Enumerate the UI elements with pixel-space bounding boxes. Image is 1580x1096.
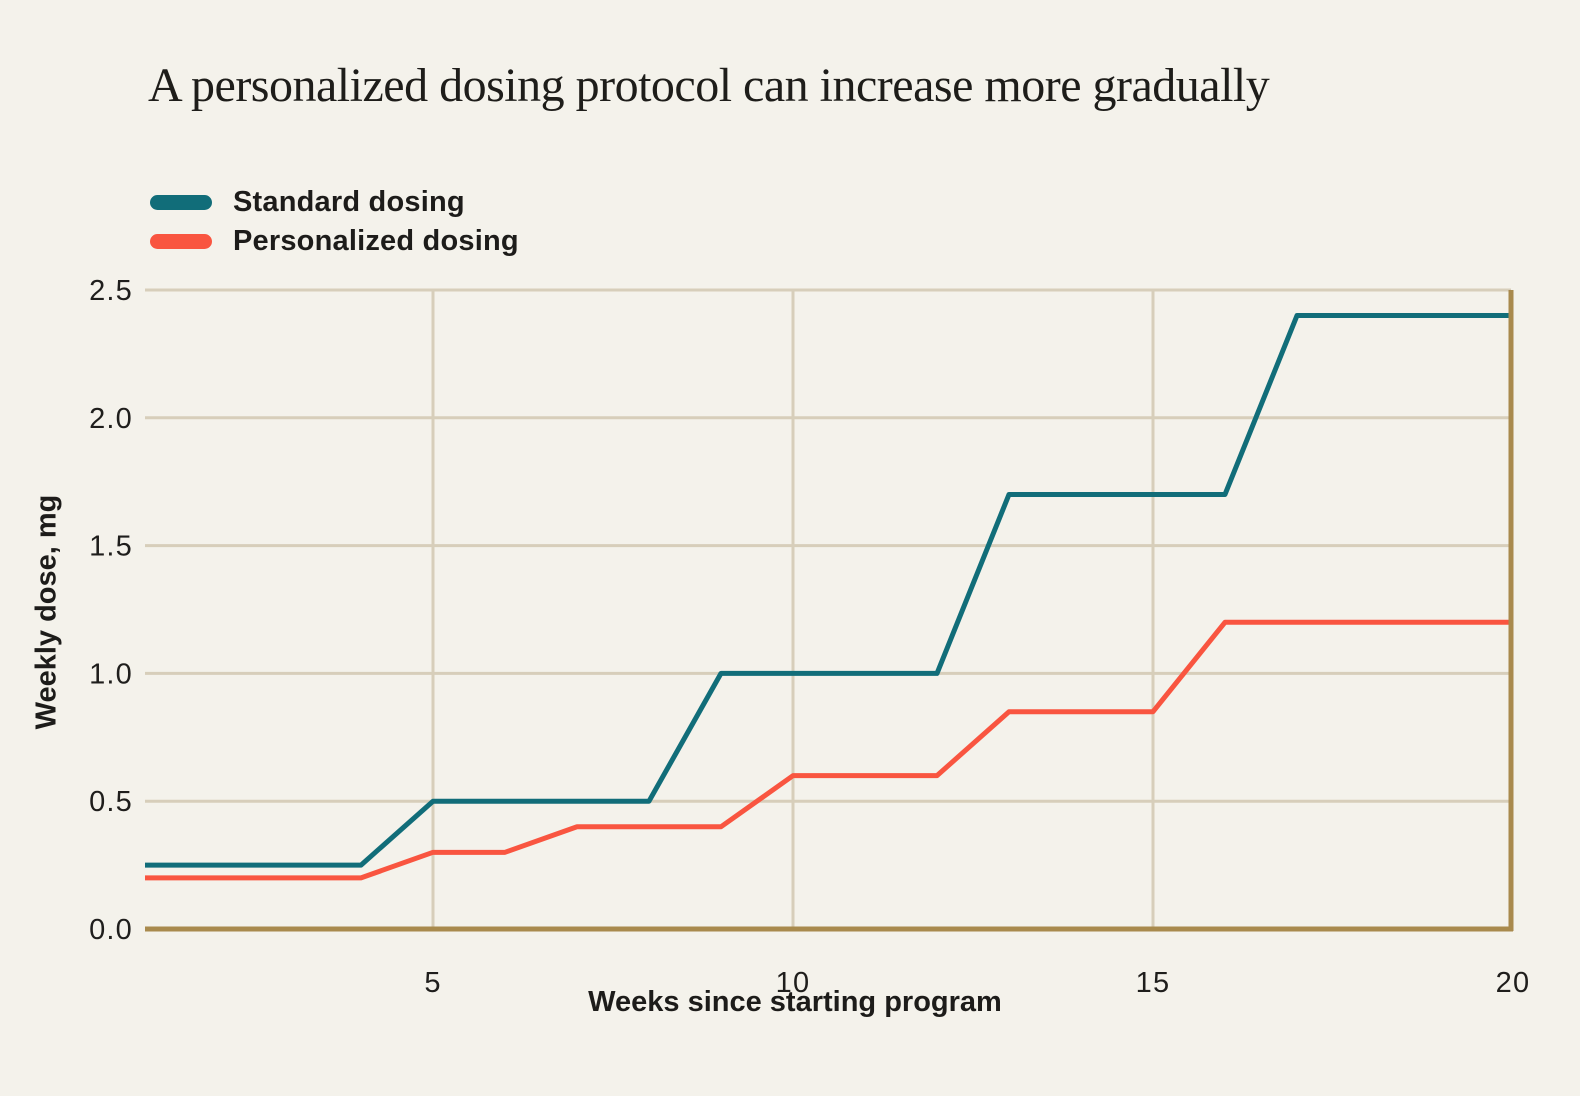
y-tick-label: 2.5 bbox=[89, 275, 133, 307]
y-tick-label: 1.0 bbox=[89, 658, 133, 690]
x-tick-label: 15 bbox=[1136, 967, 1171, 999]
legend-item-personalized: Personalized dosing bbox=[150, 222, 519, 261]
legend-label-standard: Standard dosing bbox=[233, 186, 465, 218]
personalized-series-swatch bbox=[150, 234, 212, 249]
legend-label-personalized: Personalized dosing bbox=[233, 225, 519, 257]
x-tick-label: 20 bbox=[1496, 967, 1531, 999]
x-axis-title: Weeks since starting program bbox=[588, 986, 1002, 1018]
y-tick-label: 2.0 bbox=[89, 403, 133, 435]
legend-item-standard: Standard dosing bbox=[150, 183, 519, 222]
y-tick-label: 1.5 bbox=[89, 531, 133, 563]
x-tick-label: 10 bbox=[776, 967, 811, 999]
y-axis-title: Weekly dose, mg bbox=[30, 494, 63, 730]
legend: Standard dosing Personalized dosing bbox=[150, 183, 519, 261]
x-tick-label: 5 bbox=[424, 967, 441, 999]
y-tick-label: 0.0 bbox=[89, 914, 133, 946]
chart-title: A personalized dosing protocol can incre… bbox=[148, 59, 1270, 112]
series-personalized-line bbox=[145, 619, 1513, 881]
series-standard-line bbox=[145, 313, 1513, 868]
y-tick-label: 0.5 bbox=[89, 786, 133, 818]
standard-series-swatch bbox=[150, 195, 212, 210]
